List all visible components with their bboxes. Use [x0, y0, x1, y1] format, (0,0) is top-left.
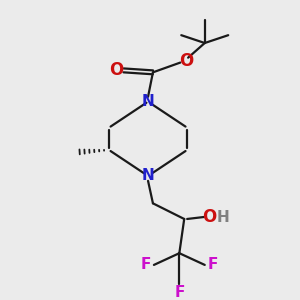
- Text: O: O: [179, 52, 193, 70]
- Text: O: O: [109, 61, 123, 80]
- Text: F: F: [141, 257, 151, 272]
- Text: O: O: [202, 208, 217, 226]
- Text: N: N: [142, 169, 154, 184]
- Text: H: H: [217, 209, 230, 224]
- Text: F: F: [174, 285, 184, 300]
- Text: N: N: [142, 94, 154, 109]
- Text: F: F: [207, 257, 218, 272]
